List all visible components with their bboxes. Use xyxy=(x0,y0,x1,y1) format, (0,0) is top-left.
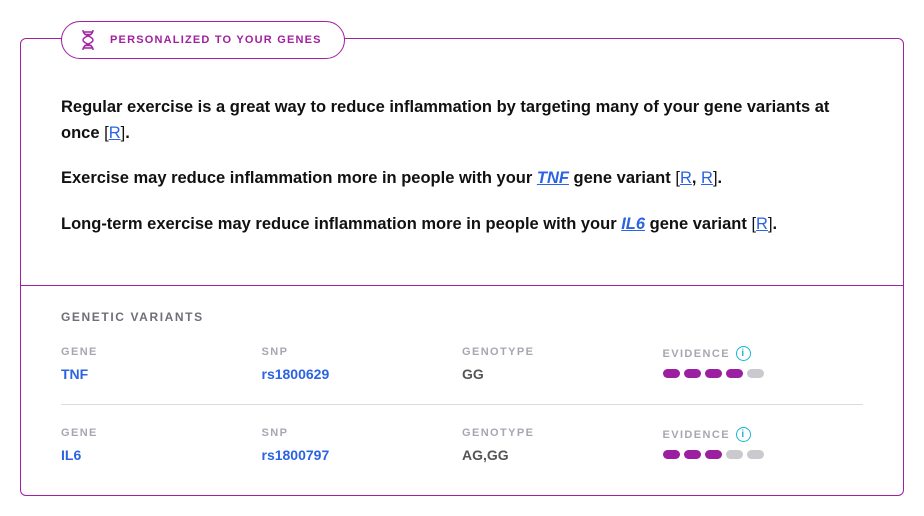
reference-link[interactable]: R xyxy=(701,169,713,187)
variant-col-snp: SNP rs1800797 xyxy=(262,427,463,463)
col-label-snp: SNP xyxy=(262,427,463,439)
col-label-snp: SNP xyxy=(262,346,463,358)
genotype-value: AG,GG xyxy=(462,447,663,463)
evidence-dot xyxy=(663,450,680,459)
statements-section: Regular exercise is a great way to reduc… xyxy=(21,39,903,285)
info-icon[interactable]: i xyxy=(736,427,751,442)
reference-link[interactable]: R xyxy=(680,169,692,187)
personalized-card: PERSONALIZED TO YOUR GENES Regular exerc… xyxy=(20,38,904,496)
variant-col-genotype: GENOTYPE AG,GG xyxy=(462,427,663,463)
gene-link[interactable]: TNF xyxy=(537,169,569,187)
variant-col-evidence: EVIDENCEi xyxy=(663,427,864,463)
variant-row: GENE TNFSNP rs1800629 GENOTYPE GGEVIDENCEi xyxy=(61,346,863,404)
evidence-dot xyxy=(747,450,764,459)
variants-title: GENETIC VARIANTS xyxy=(61,310,863,324)
evidence-dots xyxy=(663,450,864,459)
statement: Exercise may reduce inflammation more in… xyxy=(61,166,863,192)
variant-col-genotype: GENOTYPE GG xyxy=(462,346,663,382)
gene-value[interactable]: TNF xyxy=(61,366,262,382)
evidence-dot xyxy=(726,369,743,378)
evidence-dot xyxy=(684,450,701,459)
personalized-badge: PERSONALIZED TO YOUR GENES xyxy=(61,21,345,59)
col-label-genotype: GENOTYPE xyxy=(462,427,663,439)
variant-col-gene: GENE TNF xyxy=(61,346,262,382)
evidence-dot xyxy=(705,369,722,378)
ref-bracket: ] xyxy=(121,124,126,142)
info-icon[interactable]: i xyxy=(736,346,751,361)
variant-row: GENE IL6SNP rs1800797 GENOTYPE AG,GGEVIDENCE… xyxy=(61,404,863,485)
reference-link[interactable]: R xyxy=(109,124,121,142)
badge-label: PERSONALIZED TO YOUR GENES xyxy=(110,34,322,46)
gene-value[interactable]: IL6 xyxy=(61,447,262,463)
snp-value[interactable]: rs1800629 xyxy=(262,366,463,382)
variant-col-gene: GENE IL6 xyxy=(61,427,262,463)
evidence-dot xyxy=(726,450,743,459)
dna-icon xyxy=(80,30,96,50)
ref-bracket: ] xyxy=(768,215,773,233)
col-label-evidence: EVIDENCEi xyxy=(663,427,864,442)
evidence-dot xyxy=(684,369,701,378)
evidence-dot xyxy=(747,369,764,378)
col-label-genotype: GENOTYPE xyxy=(462,346,663,358)
snp-value[interactable]: rs1800797 xyxy=(262,447,463,463)
col-label-evidence: EVIDENCEi xyxy=(663,346,864,361)
ref-bracket: ] xyxy=(713,169,718,187)
gene-link[interactable]: IL6 xyxy=(621,215,645,233)
col-label-gene: GENE xyxy=(61,346,262,358)
col-label-gene: GENE xyxy=(61,427,262,439)
variants-section: GENETIC VARIANTS GENETNFSNPrs1800629GENO… xyxy=(21,286,903,495)
evidence-dots xyxy=(663,369,864,378)
statement: Long-term exercise may reduce inflammati… xyxy=(61,212,863,238)
genotype-value: GG xyxy=(462,366,663,382)
variant-col-snp: SNP rs1800629 xyxy=(262,346,463,382)
statement: Regular exercise is a great way to reduc… xyxy=(61,95,863,146)
evidence-dot xyxy=(705,450,722,459)
evidence-dot xyxy=(663,369,680,378)
variant-col-evidence: EVIDENCEi xyxy=(663,346,864,382)
reference-link[interactable]: R xyxy=(756,215,768,233)
